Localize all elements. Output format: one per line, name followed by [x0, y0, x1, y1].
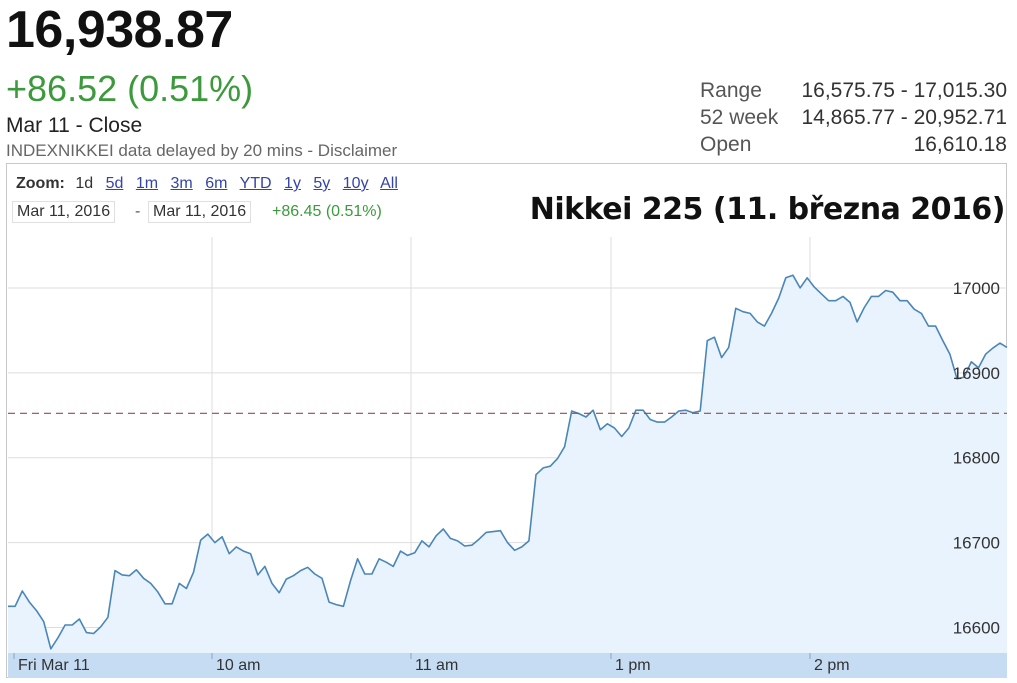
close-label: Mar 11 - Close — [6, 114, 143, 137]
y-tick-label: 16800 — [953, 449, 1000, 468]
date-separator: - — [135, 203, 141, 220]
zoom-10y[interactable]: 10y — [342, 175, 369, 192]
stat-label: 52 week — [700, 106, 779, 129]
y-tick-label: 16700 — [953, 534, 1000, 553]
y-tick-label: 17000 — [953, 279, 1000, 298]
y-tick-label: 16900 — [953, 364, 1000, 383]
stat-row-range: Range 16,575.75 - 17,015.30 — [700, 79, 1007, 106]
chart-headline: Nikkei 225 (11. března 2016) — [529, 192, 1006, 227]
stat-value: 16,575.75 - 17,015.30 — [801, 79, 1007, 102]
x-tick-label: Fri Mar 11 — [18, 657, 90, 674]
x-tick-label: 10 am — [216, 657, 260, 674]
x-axis-band — [8, 653, 1007, 678]
zoom-bar: Zoom: 1d 5d 1m 3m 6m YTD 1y 5y 10y All — [16, 175, 406, 193]
stat-row-52-week: 52 week 14,865.77 - 20,952.71 — [700, 106, 1007, 133]
zoom-5d[interactable]: 5d — [105, 175, 124, 192]
zoom-ytd[interactable]: YTD — [239, 175, 272, 192]
stats-table: Range 16,575.75 - 17,015.30 52 week 14,8… — [700, 79, 1007, 160]
stat-label: Range — [700, 79, 762, 102]
zoom-6m[interactable]: 6m — [205, 175, 228, 192]
price-change: +86.52 (0.51%) — [6, 68, 254, 109]
stat-value: 16,610.18 — [913, 133, 1007, 156]
x-tick-label: 2 pm — [814, 657, 850, 674]
stat-value: 14,865.77 - 20,952.71 — [801, 106, 1007, 129]
zoom-3m[interactable]: 3m — [170, 175, 193, 192]
zoom-1d[interactable]: 1d — [75, 175, 94, 192]
date-from-input[interactable]: Mar 11, 2016 — [12, 201, 116, 223]
series-area — [8, 275, 1007, 653]
stat-label: Open — [700, 133, 752, 156]
zoom-1m[interactable]: 1m — [135, 175, 159, 192]
series-line — [8, 274, 1008, 650]
stat-row-open: Open 16,610.18 — [700, 133, 1007, 160]
zoom-5y[interactable]: 5y — [313, 175, 331, 192]
zoom-label: Zoom: — [16, 175, 65, 192]
range-change: +86.45 (0.51%) — [272, 203, 382, 220]
y-tick-label: 16600 — [953, 619, 1000, 638]
last-price: 16,938.87 — [6, 1, 233, 59]
x-tick-label: 11 am — [415, 657, 458, 674]
date-to-input[interactable]: Mar 11, 2016 — [148, 201, 252, 223]
zoom-all[interactable]: All — [380, 175, 398, 192]
zoom-1y[interactable]: 1y — [284, 175, 301, 192]
data-disclaimer[interactable]: INDEXNIKKEI data delayed by 20 mins - Di… — [6, 141, 398, 160]
x-tick-label: 1 pm — [615, 657, 651, 674]
